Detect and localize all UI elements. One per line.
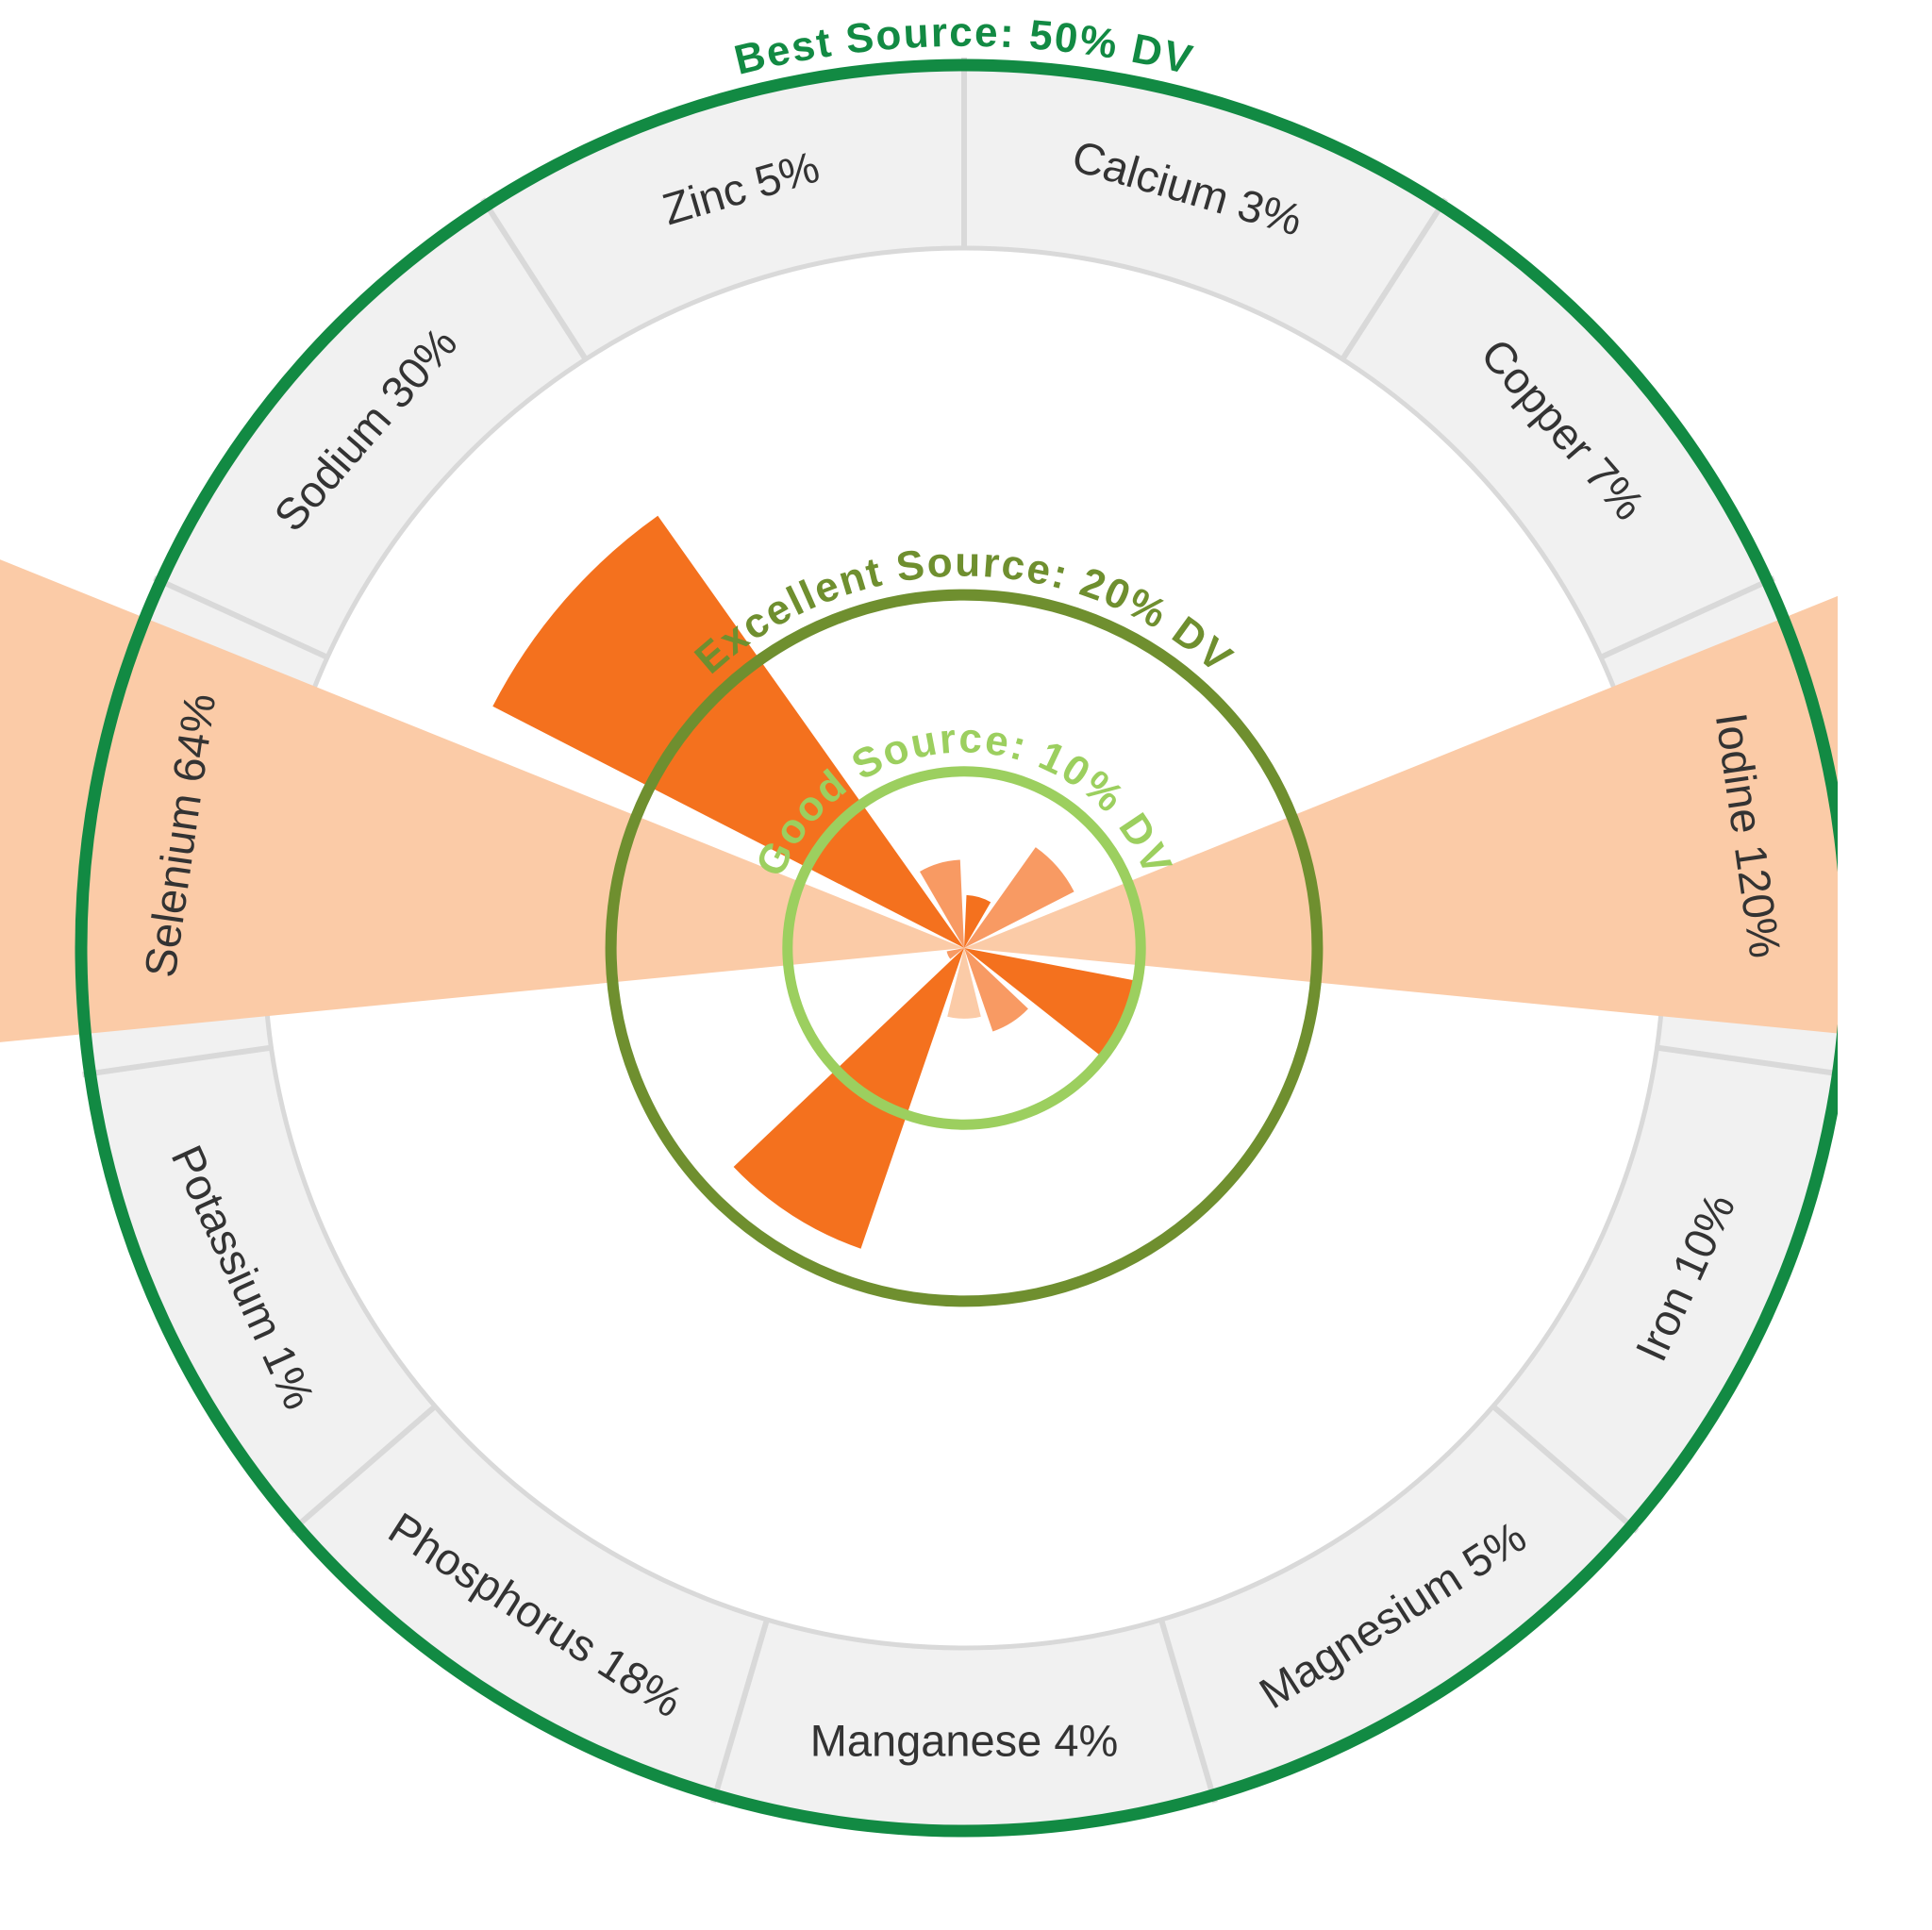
wedge-copper <box>964 847 1074 948</box>
threshold-circle-best <box>75 58 1838 1838</box>
mineral-label-manganese: Manganese 4% <box>810 1715 1119 1765</box>
wedge-potassium <box>946 948 964 959</box>
ring-divider <box>289 1404 438 1534</box>
ring-divider <box>480 197 589 361</box>
ring-divider <box>82 1044 273 1078</box>
ring-divider <box>710 1619 770 1804</box>
threshold-circle-excellent <box>605 589 1324 1307</box>
wedge-phosphorus <box>733 948 964 1249</box>
wedge-iodine <box>964 595 1838 1034</box>
wedge-magnesium <box>964 948 1028 1032</box>
wedge-selenium <box>0 559 964 1042</box>
threshold-label-excellent: Excellent Source: 20% DV <box>687 539 1242 682</box>
wedge-calcium <box>964 894 991 948</box>
chart-shapes <box>0 58 1838 1838</box>
ring-divider <box>153 575 329 660</box>
ring-divider <box>1599 575 1775 660</box>
wedge-sodium <box>492 515 964 948</box>
ring-dividers <box>82 58 1838 1804</box>
wedge-iron <box>964 948 1138 1057</box>
ring-divider <box>1340 197 1448 361</box>
threshold-circle-good <box>782 766 1146 1130</box>
ring-divider <box>1656 1044 1838 1077</box>
wedge-manganese <box>947 948 981 1019</box>
ring-divider <box>1158 1619 1218 1804</box>
wedge-zinc <box>920 859 964 948</box>
ring-divider <box>1491 1404 1640 1534</box>
value-wedges <box>0 515 1838 1249</box>
